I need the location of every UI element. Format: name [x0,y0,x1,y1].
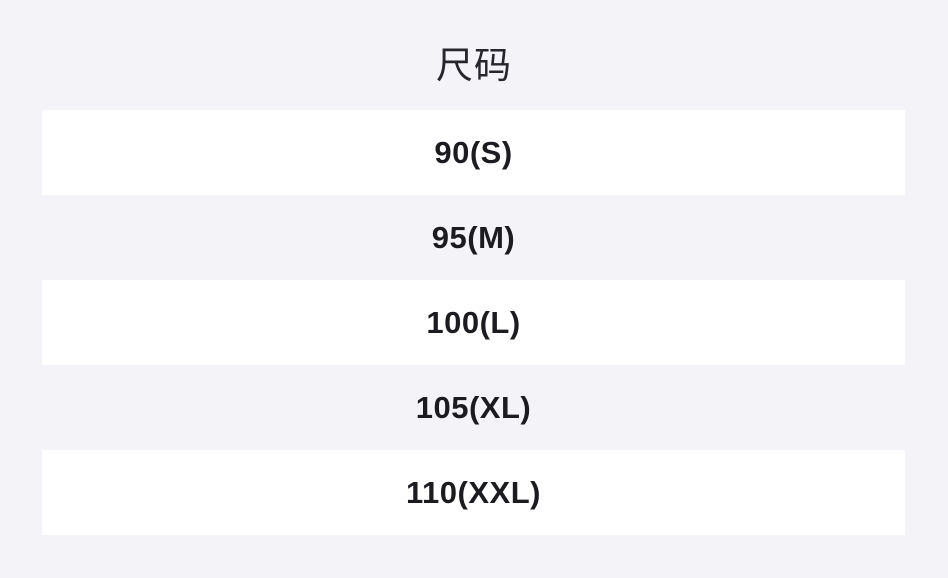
list-item[interactable]: 100(L) [42,280,905,365]
list-item[interactable]: 90(S) [42,110,905,195]
size-label: 105(XL) [415,390,532,425]
size-label: 90(S) [434,135,513,170]
size-label: 95(M) [431,220,516,255]
size-list: 90(S) 95(M) 100(L) 105(XL) 110(XXL) [42,110,905,535]
size-label: 110(XXL) [406,475,541,510]
list-item[interactable]: 105(XL) [42,365,905,450]
list-item[interactable]: 110(XXL) [42,450,905,535]
list-item[interactable]: 95(M) [42,195,905,280]
page-title: 尺码 [436,45,512,86]
size-label: 100(L) [426,305,521,340]
